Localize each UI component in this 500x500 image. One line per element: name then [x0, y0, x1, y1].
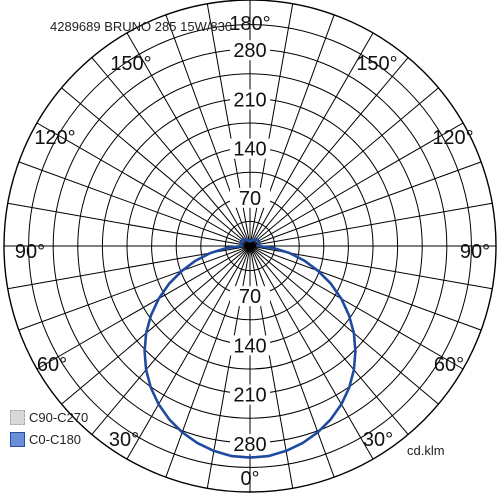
tick-label-bg — [230, 286, 270, 307]
legend-label-c90-c270: C90-C270 — [29, 409, 89, 425]
radial-tick-label: 140 — [233, 139, 266, 161]
tick-label-bg — [230, 433, 270, 454]
grid-spoke — [249, 245, 409, 435]
angle-label: 90° — [15, 241, 45, 263]
grid-spoke — [61, 245, 251, 405]
grid-spoke — [249, 87, 439, 247]
angle-label: 90° — [460, 241, 490, 263]
tick-label-bg — [230, 89, 270, 110]
angle-label: 150° — [110, 53, 151, 75]
tick-label-bg — [230, 384, 270, 405]
grid-spoke — [249, 245, 439, 405]
legend-swatch-c90-c270 — [10, 409, 25, 425]
grid-spoke — [249, 245, 464, 370]
grid-spoke — [126, 245, 251, 460]
grid-spoke — [249, 161, 482, 247]
chart-title: 4289689 BRUNO 285 15W/830 — [50, 19, 233, 34]
axis-labels: 70 70 140 140 210 210 280 280 180° 150° 150° 120° 12… — [15, 13, 490, 490]
grid-spoke — [126, 32, 251, 247]
legend: C90-C270 C0-C180 — [10, 406, 88, 450]
unit-label: cd.klm — [407, 443, 445, 458]
tick-label-bg — [230, 335, 270, 356]
legend-item-c90-c270: C90-C270 — [10, 406, 88, 428]
angle-label: 120° — [34, 127, 75, 149]
grid-spoke — [249, 57, 409, 247]
radial-tick-label: 70 — [239, 188, 261, 210]
grid-spoke — [36, 245, 251, 370]
grid-spoke — [36, 122, 251, 247]
angle-label: 150° — [356, 53, 397, 75]
radial-tick-label: 70 — [239, 286, 261, 308]
angle-label: 30° — [109, 429, 139, 451]
grid-spoke — [91, 245, 251, 435]
grid-spoke — [91, 57, 251, 247]
angle-label: 30° — [363, 429, 393, 451]
grid-spoke — [249, 245, 482, 331]
radial-tick-label: 210 — [233, 89, 266, 111]
radial-tick-label: 280 — [233, 434, 266, 456]
tick-label-bg — [230, 138, 270, 159]
radial-tick-label: 280 — [233, 40, 266, 62]
grid-spoke — [249, 202, 493, 247]
grid-spoke — [61, 87, 251, 247]
angle-label: 180° — [229, 13, 270, 35]
legend-item-c0-c180: C0-C180 — [10, 428, 88, 450]
grid-spoke — [165, 245, 251, 478]
tick-label-bg — [230, 187, 270, 208]
grid-spoke — [249, 245, 374, 460]
radial-tick-label: 210 — [233, 385, 266, 407]
grid-spoke — [249, 245, 335, 478]
grid-spoke — [18, 161, 251, 247]
grid-spoke — [249, 32, 374, 247]
radial-tick-label: 140 — [233, 335, 266, 357]
series-curve-c0-c180 — [143, 238, 357, 459]
tick-label-bg — [230, 40, 270, 61]
legend-label-c0-c180: C0-C180 — [29, 431, 82, 447]
series-layer — [143, 238, 357, 459]
angle-label: 0° — [240, 468, 259, 490]
angle-label: 60° — [37, 354, 67, 376]
angle-label: 60° — [434, 354, 464, 376]
legend-swatch-c0-c180 — [10, 431, 25, 447]
grid-spoke — [7, 202, 251, 247]
grid-spoke — [18, 245, 251, 331]
grid-spoke — [249, 122, 464, 247]
angle-label: 120° — [432, 127, 473, 149]
